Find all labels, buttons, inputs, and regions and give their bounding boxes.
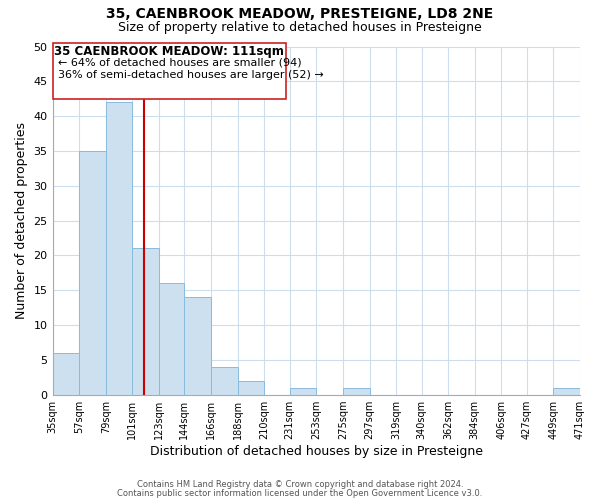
X-axis label: Distribution of detached houses by size in Presteigne: Distribution of detached houses by size … <box>150 444 483 458</box>
Bar <box>53 353 79 395</box>
Bar <box>159 283 184 395</box>
Bar <box>343 388 370 394</box>
Bar <box>184 297 211 394</box>
Text: Size of property relative to detached houses in Presteigne: Size of property relative to detached ho… <box>118 21 482 34</box>
Text: 35 CAENBROOK MEADOW: 111sqm: 35 CAENBROOK MEADOW: 111sqm <box>55 45 284 58</box>
Y-axis label: Number of detached properties: Number of detached properties <box>15 122 28 319</box>
Text: 35, CAENBROOK MEADOW, PRESTEIGNE, LD8 2NE: 35, CAENBROOK MEADOW, PRESTEIGNE, LD8 2N… <box>106 8 494 22</box>
Bar <box>211 366 238 394</box>
Bar <box>106 102 133 395</box>
FancyBboxPatch shape <box>53 43 286 98</box>
Bar <box>79 151 106 394</box>
Bar <box>133 248 159 394</box>
Bar <box>238 380 264 394</box>
Bar <box>290 388 316 394</box>
Text: 36% of semi-detached houses are larger (52) →: 36% of semi-detached houses are larger (… <box>58 70 323 80</box>
Bar <box>553 388 580 394</box>
Text: Contains public sector information licensed under the Open Government Licence v3: Contains public sector information licen… <box>118 488 482 498</box>
Text: ← 64% of detached houses are smaller (94): ← 64% of detached houses are smaller (94… <box>58 58 301 68</box>
Text: Contains HM Land Registry data © Crown copyright and database right 2024.: Contains HM Land Registry data © Crown c… <box>137 480 463 489</box>
